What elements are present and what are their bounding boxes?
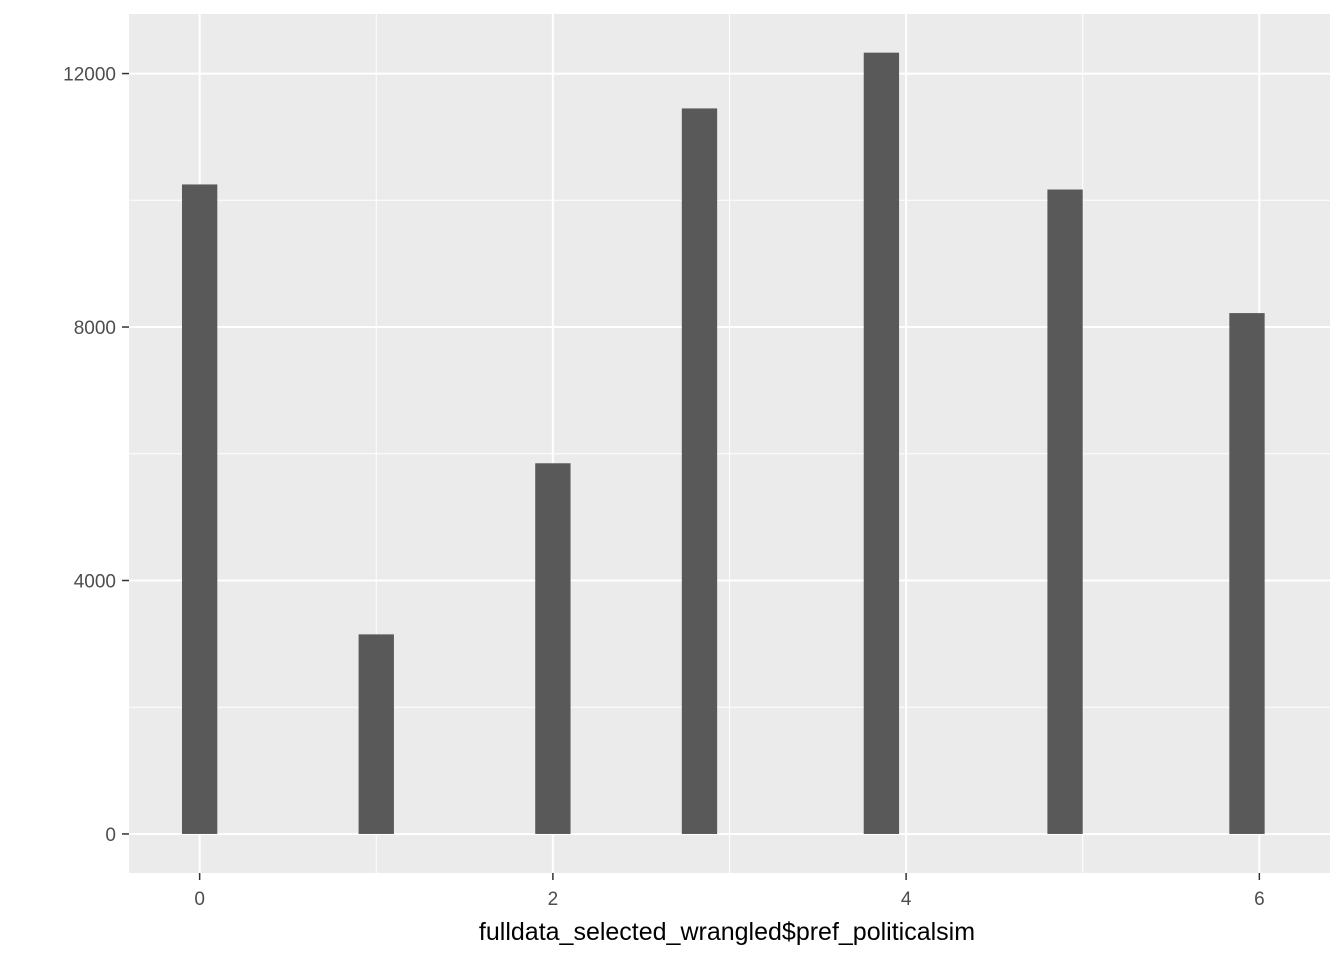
y-tick-labels: 0 4000 8000 12000 xyxy=(63,65,116,846)
y-tick-label: 12000 xyxy=(63,65,116,86)
x-tick-label: 0 xyxy=(194,889,205,910)
bar xyxy=(358,634,394,834)
bars xyxy=(181,52,1265,834)
axis-ticks xyxy=(122,72,1261,880)
x-tick-labels: 0 2 4 6 xyxy=(194,889,1264,910)
y-tick-label: 4000 xyxy=(74,571,116,592)
bar xyxy=(681,108,718,834)
x-axis-title: fulldata_selected_wrangled$pref_politica… xyxy=(479,918,975,946)
y-tick-label: 8000 xyxy=(74,318,116,339)
x-tick-label: 6 xyxy=(1254,889,1265,910)
bar xyxy=(535,463,571,834)
bar xyxy=(181,184,218,834)
y-tick-label: 0 xyxy=(105,825,116,846)
x-tick-label: 4 xyxy=(901,889,912,910)
bar xyxy=(1229,313,1265,834)
bar xyxy=(1047,189,1083,834)
bar xyxy=(863,52,900,834)
x-tick-label: 2 xyxy=(548,889,559,910)
